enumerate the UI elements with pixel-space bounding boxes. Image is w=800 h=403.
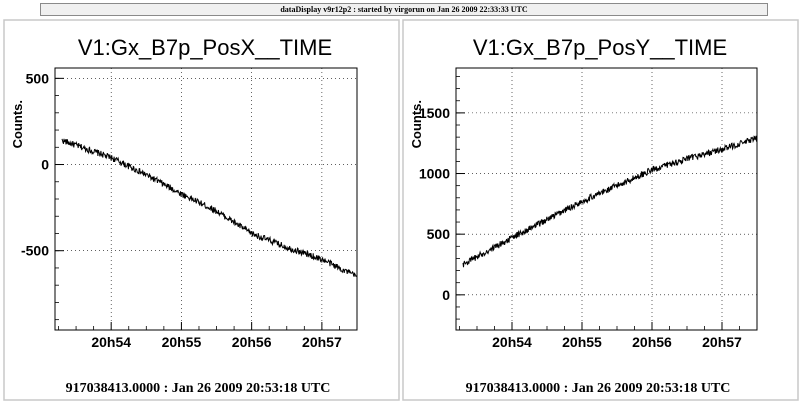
- x-tick-label: 20h56: [632, 334, 672, 350]
- series-line: [61, 138, 358, 278]
- plot-panel-2: V1:Gx_B7p_PosY__TIME Counts. 20h54 20h55 20h…: [402, 19, 799, 401]
- y-tick-label: 500: [26, 70, 50, 86]
- y-tick-label: 1000: [419, 166, 450, 182]
- y-tick-label: -500: [21, 243, 49, 259]
- y-tick-label: 1500: [419, 105, 450, 121]
- x-tick-label: 20h54: [91, 334, 131, 350]
- plot-frame: [455, 67, 758, 331]
- timestamp-footer: 917038413.0000 : Jan 26 2009 20:53:18 UT…: [66, 381, 331, 396]
- pad-frame: [3, 19, 400, 401]
- y-tick-label: 500: [427, 226, 451, 242]
- timestamp-footer: 917038413.0000 : Jan 26 2009 20:53:18 UT…: [466, 381, 731, 396]
- y-tick-label: 0: [442, 287, 450, 303]
- x-tick-label: 20h56: [232, 334, 272, 350]
- plot-title: V1:Gx_B7p_PosY__TIME: [473, 35, 727, 60]
- x-tick-label: 20h55: [562, 334, 602, 350]
- series-line: [462, 135, 758, 268]
- x-tick-label: 20h57: [702, 334, 742, 350]
- x-tick-label: 20h57: [302, 334, 342, 350]
- x-tick-label: 20h55: [162, 334, 202, 350]
- y-axis-label: Counts.: [10, 100, 25, 148]
- x-tick-label: 20h54: [492, 334, 532, 350]
- y-axis-label: Counts.: [409, 100, 424, 148]
- pad-frame: [402, 19, 799, 401]
- plot-panel-1: V1:Gx_B7p_PosX__TIME Counts. 20h54 20h55 20h…: [3, 19, 400, 401]
- plot-title: V1:Gx_B7p_PosX__TIME: [78, 35, 332, 60]
- window-title-bar: dataDisplay v9r12p2 : started by virgoru…: [40, 3, 768, 16]
- y-tick-label: 0: [41, 157, 49, 173]
